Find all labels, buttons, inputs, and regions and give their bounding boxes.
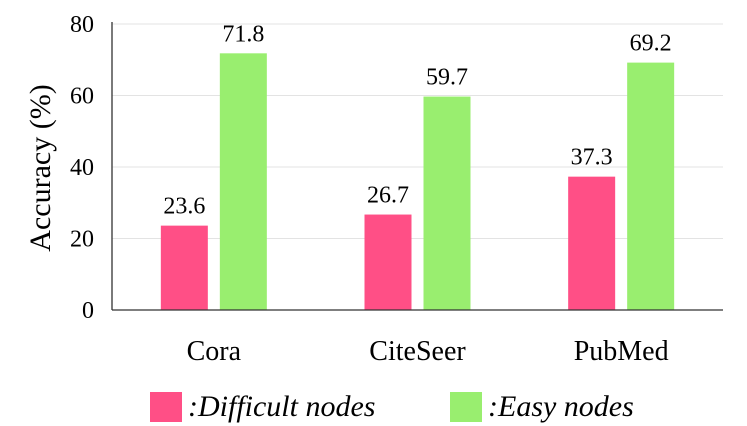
- value-labels: 23.6 71.8 26.7 59.7 37.3 69.2: [163, 21, 671, 219]
- bar-citeseer-difficult: [364, 214, 412, 310]
- x-category-label: PubMed: [574, 336, 669, 367]
- bar-pubmed-easy: [627, 62, 675, 310]
- x-category-label: CiteSeer: [369, 336, 466, 367]
- value-label: 69.2: [630, 31, 672, 57]
- y-tick-label: 80: [70, 12, 94, 38]
- bars: [160, 53, 675, 310]
- y-tick-label: 0: [82, 298, 94, 324]
- legend-label-difficult: :Difficult nodes: [188, 390, 375, 423]
- bar-cora-easy: [219, 53, 267, 310]
- y-axis: 0 20 40 60 80: [70, 12, 113, 324]
- bar-pubmed-difficult: [568, 176, 616, 310]
- y-tick-label: 60: [70, 84, 94, 110]
- bar-citeseer-easy: [423, 96, 471, 310]
- value-label: 26.7: [367, 183, 409, 209]
- y-axis-label: Accuracy (%): [24, 84, 57, 251]
- bar-cora-difficult: [160, 225, 208, 310]
- gridlines: [112, 23, 723, 239]
- legend-swatch-easy: [450, 392, 482, 422]
- value-label: 59.7: [426, 65, 468, 91]
- legend-swatch-difficult: [150, 392, 182, 422]
- value-label: 23.6: [163, 194, 205, 220]
- value-label: 37.3: [571, 145, 613, 171]
- legend-label-easy: :Easy nodes: [488, 390, 634, 423]
- value-label: 71.8: [222, 21, 264, 47]
- x-category-label: Cora: [187, 336, 242, 367]
- y-tick-label: 40: [70, 155, 94, 181]
- legend: :Difficult nodes :Easy nodes: [150, 390, 634, 423]
- y-tick-label: 20: [70, 227, 94, 253]
- x-axis: Cora CiteSeer PubMed: [112, 309, 723, 367]
